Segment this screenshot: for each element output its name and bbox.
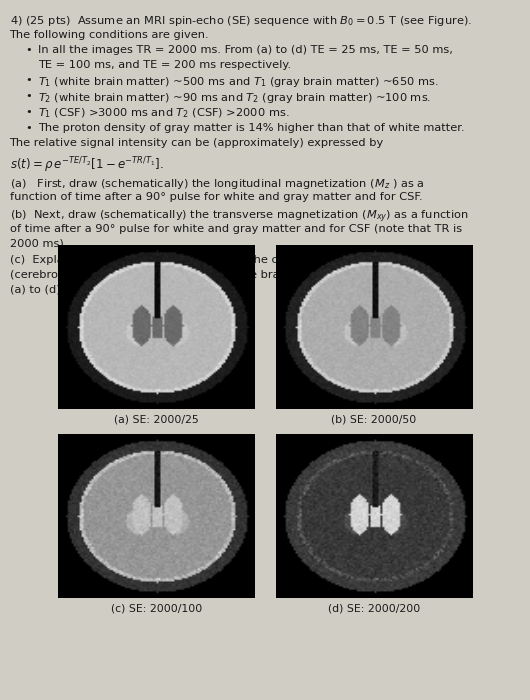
Text: TE = 100 ms, and TE = 200 ms respectively.: TE = 100 ms, and TE = 200 ms respectivel… (38, 60, 292, 70)
Text: 4) (25 pts)  Assume an MRI spin-echo (SE) sequence with $B_0 = 0.5$ T (see Figur: 4) (25 pts) Assume an MRI spin-echo (SE)… (10, 14, 471, 28)
Text: The relative signal intensity can be (approximately) expressed by: The relative signal intensity can be (ap… (10, 138, 384, 148)
Text: (a) SE: 2000/25: (a) SE: 2000/25 (114, 414, 199, 424)
Text: (cerebrospinal fluid) and surrounding white brain and brain matter varies from: (cerebrospinal fluid) and surrounding wh… (10, 270, 458, 280)
Text: $T_1$ (CSF) >3000 ms and $T_2$ (CSF) >2000 ms.: $T_1$ (CSF) >3000 ms and $T_2$ (CSF) >20… (38, 107, 289, 120)
Text: (d) SE: 2000/200: (d) SE: 2000/200 (328, 603, 420, 613)
Text: •: • (25, 76, 32, 85)
Text: (b) SE: 2000/50: (b) SE: 2000/50 (331, 414, 416, 424)
Text: $s(t) = \rho \, e^{-TE/T_2}[1 - e^{-TR/T_1}]$.: $s(t) = \rho \, e^{-TE/T_2}[1 - e^{-TR/T… (10, 155, 163, 175)
Text: (b)  Next, draw (schematically) the transverse magnetization ($M_{xy}$) as a fun: (b) Next, draw (schematically) the trans… (10, 209, 468, 225)
Text: $T_2$ (white brain matter) ~90 ms and $T_2$ (gray brain matter) ~100 ms.: $T_2$ (white brain matter) ~90 ms and $T… (38, 91, 431, 105)
Text: function of time after a 90° pulse for white and gray matter and for CSF.: function of time after a 90° pulse for w… (10, 192, 422, 202)
Text: •: • (25, 107, 32, 117)
Text: (a) to (d).: (a) to (d). (10, 285, 64, 295)
Text: (c) SE: 2000/100: (c) SE: 2000/100 (111, 603, 202, 613)
Text: (c)  Explain now on this last diagram why the contrast between CSF: (c) Explain now on this last diagram why… (10, 255, 396, 265)
Text: In all the images TR = 2000 ms. From (a) to (d) TE = 25 ms, TE = 50 ms,: In all the images TR = 2000 ms. From (a)… (38, 46, 453, 55)
Text: 2000 ms).: 2000 ms). (10, 239, 67, 248)
Text: •: • (25, 91, 32, 101)
Text: (a)   First, draw (schematically) the longitudinal magnetization ($M_z$ ) as a: (a) First, draw (schematically) the long… (10, 177, 424, 191)
Text: The following conditions are given.: The following conditions are given. (10, 29, 209, 40)
Text: The proton density of gray matter is 14% higher than that of white matter.: The proton density of gray matter is 14%… (38, 122, 465, 132)
Text: of time after a 90° pulse for white and gray matter and for CSF (note that TR is: of time after a 90° pulse for white and … (10, 223, 462, 234)
Text: •: • (25, 46, 32, 55)
Text: $T_1$ (white brain matter) ~500 ms and $T_1$ (gray brain matter) ~650 ms.: $T_1$ (white brain matter) ~500 ms and $… (38, 76, 439, 90)
Text: •: • (25, 122, 32, 132)
